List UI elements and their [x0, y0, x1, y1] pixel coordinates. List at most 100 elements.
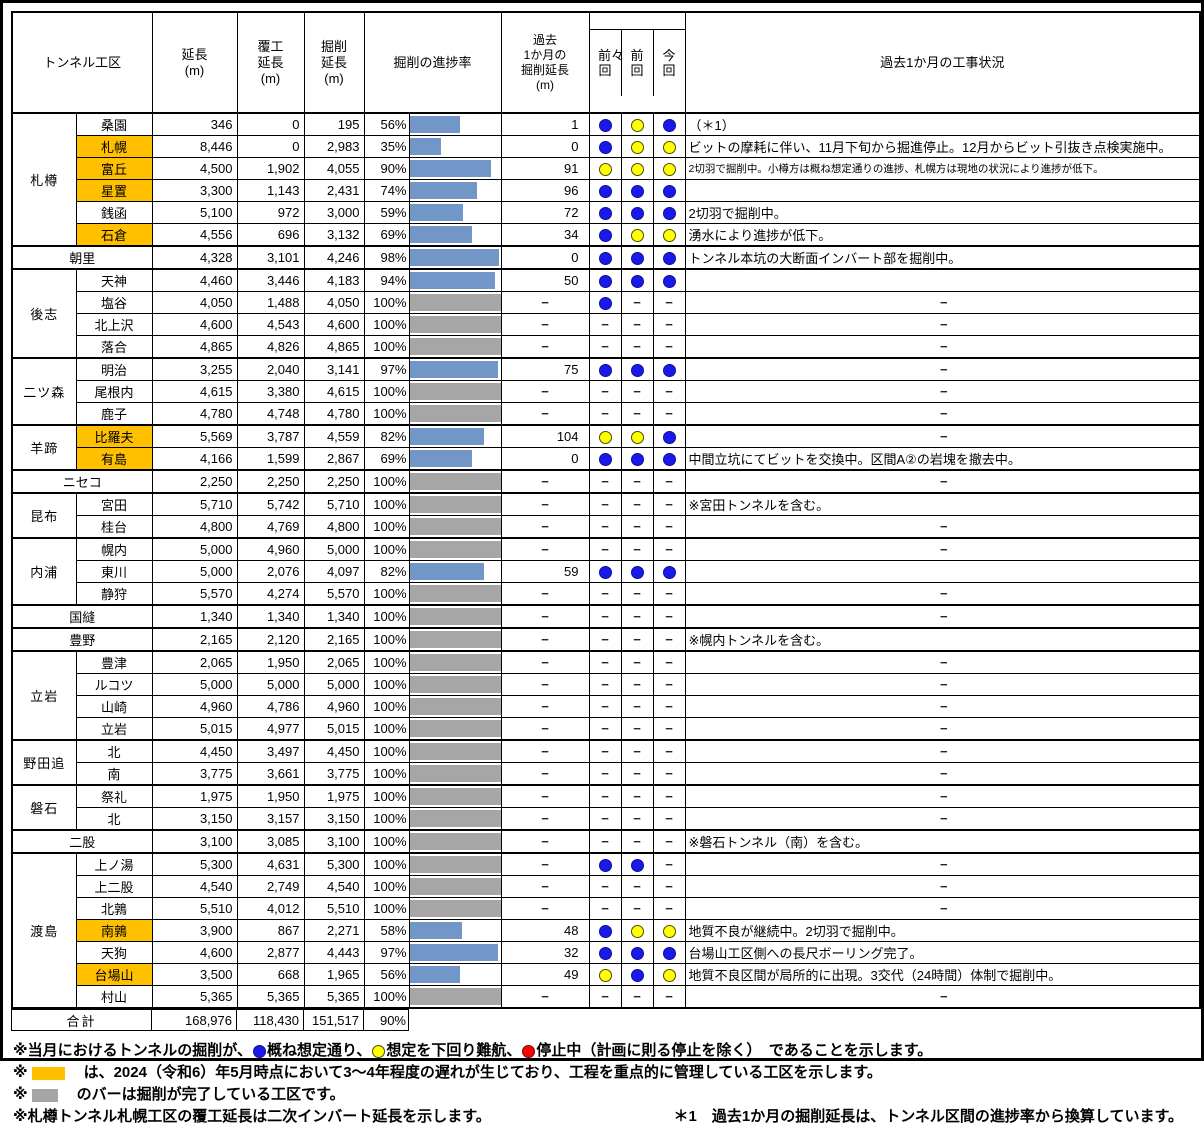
construction-status-cell: − — [684, 582, 1201, 606]
total-progress: 90% — [363, 1009, 409, 1031]
construction-status-cell: − — [684, 875, 1201, 898]
status-dot-blue — [598, 859, 612, 873]
status-dot-cell — [652, 179, 686, 202]
tunnel-name-cell: ルコツ — [75, 673, 153, 696]
status-dot-cell — [620, 963, 654, 986]
status-dot-cell — [620, 245, 654, 270]
excavation-length-cell: 4,055 — [303, 157, 365, 180]
excavation-length-cell: 4,865 — [303, 335, 365, 359]
excavation-length-cell: 4,183 — [303, 268, 365, 292]
table-row: 北 3,150 3,157 3,150 100% − − − − − — [12, 807, 1201, 831]
status-dot-cell — [620, 357, 654, 381]
table-row: 鹿子 4,780 4,748 4,780 100% − − − − − — [12, 402, 1201, 426]
progress-bar-cell — [408, 157, 502, 180]
tunnel-name-cell: 尾根内 — [75, 380, 153, 403]
tunnel-name-cell: 北上沢 — [75, 313, 153, 336]
progress-bar-cell — [408, 762, 502, 786]
footnote-line: ※ は、2024（令和6）年5月時点において3～4年程度の遅れが生じており、工程… — [13, 1062, 1191, 1084]
progress-bar-cell — [408, 919, 502, 942]
status-dot-cell: − — [620, 313, 654, 336]
status-dot-cell: − — [588, 739, 622, 763]
tunnel-progress-table: トンネル工区 延長 (m) 覆工 延長 (m) 掘削 延長 (m) 掘削の進捗率… — [11, 11, 1202, 1009]
progress-percent-cell: 35% — [363, 135, 410, 158]
length-cell: 5,100 — [151, 201, 238, 224]
construction-status-cell: − — [684, 402, 1201, 426]
monthly-excavation-cell: − — [500, 673, 590, 696]
table-row: 内浦 幌内 5,000 4,960 5,000 100% − − − − − — [11, 537, 1201, 606]
excavation-length-cell: 2,165 — [303, 627, 365, 652]
table-row: 渡島 上ノ湯 5,300 4,631 5,300 100% − − − — [11, 852, 1201, 1009]
length-cell: 4,960 — [151, 695, 238, 718]
status-dot-blue — [662, 185, 676, 199]
header-lining-length: 覆工 延長 (m) — [236, 11, 305, 114]
header-progress-rate: 掘削の進捗率 — [363, 11, 502, 114]
tunnel-name-cell: 北鶉 — [75, 897, 153, 920]
lining-length-cell: 4,274 — [236, 582, 305, 606]
lining-length-cell: 4,012 — [236, 897, 305, 920]
status-dot-cell: − — [588, 335, 622, 359]
status-dot-blue — [662, 431, 676, 445]
lining-length-cell: 5,000 — [236, 673, 305, 696]
progress-percent-cell: 97% — [363, 357, 410, 381]
legend-dot-red — [522, 1044, 536, 1058]
progress-bar-complete — [410, 743, 501, 760]
status-dot-cell: − — [652, 313, 686, 336]
monthly-excavation-cell: 104 — [500, 424, 590, 448]
status-dot-cell — [620, 112, 654, 136]
tunnel-name-cell: 鹿子 — [75, 402, 153, 426]
lining-length-cell: 1,950 — [236, 784, 305, 808]
progress-percent-cell: 58% — [363, 919, 410, 942]
construction-status-cell: − — [684, 335, 1201, 359]
status-dot-cell — [620, 135, 654, 158]
status-dot-cell: − — [652, 604, 686, 629]
monthly-excavation-cell: 0 — [500, 447, 590, 471]
total-excavation: 151,517 — [303, 1009, 364, 1031]
status-dot-cell — [588, 179, 622, 202]
excavation-length-cell: 5,510 — [303, 897, 365, 920]
monthly-excavation-cell: 50 — [500, 268, 590, 292]
length-cell: 3,100 — [151, 829, 238, 854]
total-row-table: 合計 168,976 118,430 151,517 90% — [11, 1009, 409, 1031]
status-dot-blue — [662, 364, 676, 378]
status-dot-cell: − — [588, 313, 622, 336]
progress-percent-cell: 100% — [363, 852, 410, 876]
status-dot-cell: − — [652, 852, 686, 876]
length-cell: 4,865 — [151, 335, 238, 359]
status-dot-cell — [652, 424, 686, 448]
monthly-excavation-cell: 72 — [500, 201, 590, 224]
progress-bar-cell — [408, 357, 502, 381]
status-dot-cell — [620, 201, 654, 224]
status-dot-cell: − — [652, 739, 686, 763]
excavation-length-cell: 5,300 — [303, 852, 365, 876]
progress-bar-cell — [408, 739, 502, 763]
progress-percent-cell: 100% — [363, 897, 410, 920]
status-dot-cell: − — [620, 380, 654, 403]
table-row: 二股 3,100 3,085 3,100 100% − − − − ※磐石トンネル（南）を含む。 — [11, 829, 1201, 854]
monthly-excavation-cell: − — [500, 762, 590, 786]
status-dot-cell: − — [588, 762, 622, 786]
status-dot-cell — [652, 447, 686, 471]
table-row: 有島 4,166 1,599 2,867 69% 0 中間立坑にてビットを交換中。区間A②の… — [12, 447, 1201, 471]
progress-percent-cell: 56% — [363, 112, 410, 136]
group-name-cell: 内浦 — [11, 537, 77, 606]
progress-bar — [410, 160, 492, 177]
status-dot-cell — [588, 268, 622, 292]
table-row: 北上沢 4,600 4,543 4,600 100% − − − − − — [12, 313, 1201, 336]
status-dot-cell: − — [588, 807, 622, 831]
construction-status-cell: 2切羽で掘削中。 — [684, 201, 1201, 224]
table-row: 山崎 4,960 4,786 4,960 100% − − − − − — [12, 695, 1201, 718]
footnote-text: 停止中（計画に則る停止を除く） であることを示します。 — [536, 1042, 933, 1059]
table-row: 南 3,775 3,661 3,775 100% − − − − − — [12, 762, 1201, 786]
progress-percent-cell: 100% — [363, 875, 410, 898]
status-dot-blue — [598, 453, 612, 467]
lining-length-cell: 3,787 — [236, 424, 305, 448]
footnote-text: ※当月におけるトンネルの掘削が、 — [13, 1042, 252, 1059]
excavation-length-cell: 5,570 — [303, 582, 365, 606]
status-dot-cell — [652, 357, 686, 381]
construction-status-cell — [684, 179, 1201, 202]
lining-length-cell: 668 — [236, 963, 305, 986]
progress-bar-cell — [408, 179, 502, 202]
status-dot-cell — [588, 201, 622, 224]
progress-percent-cell: 74% — [363, 179, 410, 202]
tunnel-name-cell: 山崎 — [75, 695, 153, 718]
